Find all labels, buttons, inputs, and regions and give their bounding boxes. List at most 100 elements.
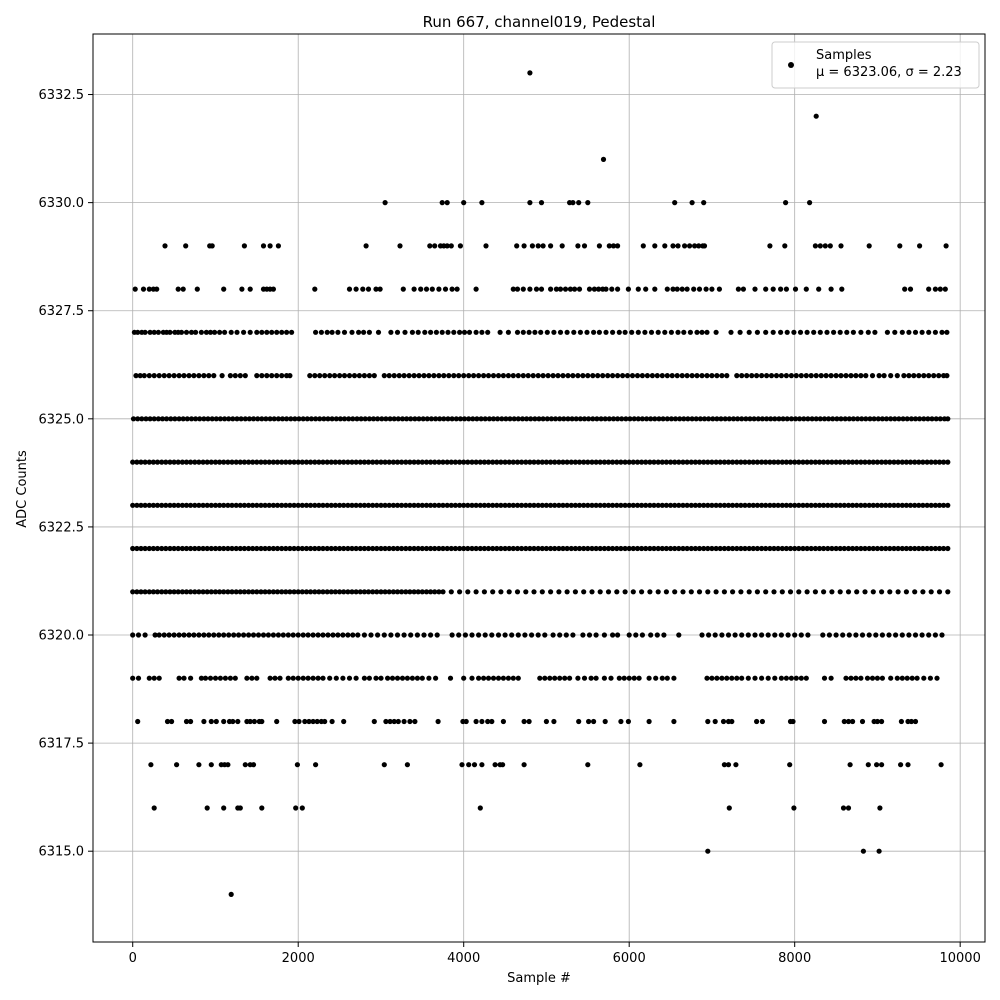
data-point xyxy=(615,416,621,422)
data-point xyxy=(209,416,215,422)
data-point xyxy=(846,416,852,422)
data-point xyxy=(249,675,255,681)
data-point xyxy=(490,459,496,465)
data-point xyxy=(295,545,301,552)
data-point xyxy=(386,589,392,595)
data-point xyxy=(332,502,338,508)
data-point xyxy=(241,243,247,249)
data-point xyxy=(845,545,852,552)
data-point xyxy=(651,502,657,508)
data-point xyxy=(916,502,922,508)
data-point xyxy=(494,545,500,552)
data-point xyxy=(188,459,194,465)
data-point xyxy=(490,675,497,681)
data-point xyxy=(394,675,401,681)
data-point xyxy=(474,416,480,422)
data-point xyxy=(585,459,591,465)
data-point xyxy=(361,589,367,595)
data-point xyxy=(845,805,852,811)
data-point xyxy=(907,545,914,552)
data-point xyxy=(162,243,168,249)
data-point xyxy=(461,545,467,552)
data-point xyxy=(847,762,853,768)
data-point xyxy=(926,329,932,335)
data-point xyxy=(382,200,388,206)
data-point xyxy=(444,200,450,206)
data-point xyxy=(270,589,276,595)
data-point xyxy=(840,805,847,811)
data-point xyxy=(515,373,521,379)
y-tick-label: 6317.5 xyxy=(39,737,85,752)
data-point xyxy=(682,243,688,249)
data-point xyxy=(800,459,806,465)
data-point xyxy=(778,675,785,681)
x-tick-label: 0 xyxy=(129,951,137,966)
data-point xyxy=(887,502,893,508)
data-point xyxy=(676,632,682,638)
data-point xyxy=(386,459,392,465)
data-point xyxy=(912,632,919,638)
data-point xyxy=(201,373,207,379)
data-point xyxy=(730,416,737,422)
data-point xyxy=(643,502,649,508)
data-point xyxy=(264,329,270,335)
data-point xyxy=(928,589,934,595)
data-point xyxy=(465,459,471,465)
data-point xyxy=(146,373,152,379)
x-tick-label: 8000 xyxy=(778,951,811,966)
data-point xyxy=(557,632,563,638)
data-point xyxy=(399,589,405,595)
data-point xyxy=(567,286,574,292)
data-point xyxy=(499,416,505,422)
data-point xyxy=(837,589,843,595)
data-point xyxy=(712,718,718,725)
data-point xyxy=(626,632,632,638)
data-point xyxy=(664,373,670,379)
data-point xyxy=(853,675,859,681)
data-point xyxy=(148,762,154,768)
data-point xyxy=(374,589,380,595)
data-point xyxy=(654,373,660,379)
data-point xyxy=(271,416,277,422)
data-point xyxy=(668,459,674,465)
data-point xyxy=(403,502,409,508)
data-point xyxy=(466,373,472,379)
data-point xyxy=(456,373,462,379)
data-point xyxy=(816,502,823,508)
data-point xyxy=(642,329,648,335)
data-point xyxy=(274,502,281,508)
data-point xyxy=(798,632,804,638)
data-point xyxy=(304,416,310,422)
data-point xyxy=(552,459,558,465)
data-point xyxy=(787,762,793,768)
data-point xyxy=(337,502,343,508)
data-point xyxy=(831,329,837,335)
data-point xyxy=(353,675,359,681)
data-point xyxy=(466,762,472,768)
data-point xyxy=(176,675,182,681)
data-point xyxy=(134,589,140,595)
data-point xyxy=(211,632,217,638)
data-point xyxy=(233,459,239,465)
data-point xyxy=(421,632,427,638)
data-point xyxy=(674,286,680,292)
data-point xyxy=(514,286,521,292)
data-point xyxy=(204,589,210,595)
data-point xyxy=(936,373,942,379)
data-point xyxy=(644,416,650,422)
data-point xyxy=(639,632,646,638)
data-point xyxy=(738,545,744,552)
data-point xyxy=(328,545,334,552)
data-point xyxy=(775,545,781,552)
data-point xyxy=(473,329,479,335)
data-point xyxy=(470,416,476,422)
data-point xyxy=(265,632,271,638)
data-point xyxy=(477,459,483,465)
data-point xyxy=(524,416,530,422)
data-point xyxy=(945,545,951,552)
data-point xyxy=(767,459,773,465)
data-point xyxy=(635,416,641,422)
data-point xyxy=(346,675,353,681)
data-point xyxy=(722,416,728,422)
data-point xyxy=(411,286,417,292)
